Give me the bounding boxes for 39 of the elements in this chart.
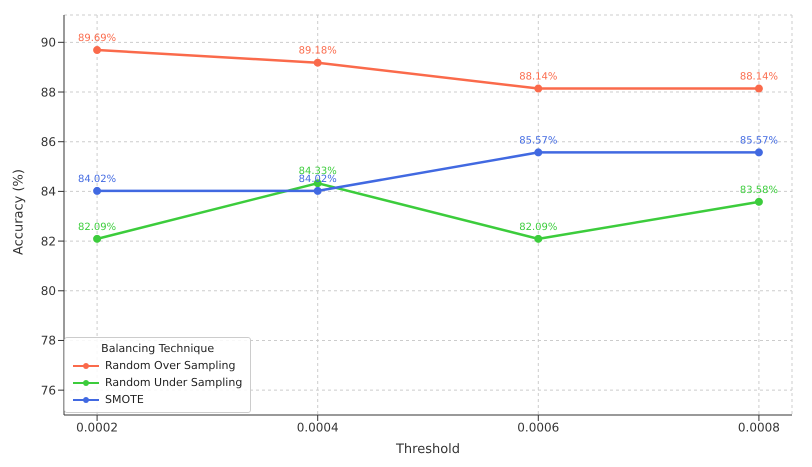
point [534,84,542,93]
point [754,148,763,156]
y-axis-title: Accuracy (%) [12,169,27,255]
y-tick-label: 86 [40,134,56,149]
point [314,186,322,195]
data-label: 84.02% [78,174,116,185]
x-axis-title: Threshold [394,442,460,457]
data-label: 82.09% [519,222,558,233]
x-tick-label: 0.0002 [76,420,118,435]
legend-title: Balancing Technique [100,342,216,355]
y-tick-label: 88 [40,85,56,100]
point [93,186,102,195]
data-label: 85.57% [519,135,558,146]
point [754,198,763,206]
point [534,234,542,243]
x-tick-label: 0.0008 [738,420,780,435]
point [314,58,322,67]
y-tick-label: 90 [40,36,56,50]
point [93,234,102,243]
data-label: 83.58% [740,184,778,196]
y-tick-label: 84 [40,184,56,199]
y-tick-label: 82 [40,234,56,248]
y-tick-label: 76 [40,383,56,398]
data-label: 89.18% [298,46,337,57]
legend-label: Random Over Sampling [105,359,236,372]
point [93,46,102,54]
legend-label: Random Under Sampling [105,376,242,389]
data-label: 88.14% [519,72,558,83]
legend-label: SMOTE [105,393,144,406]
data-label: 89.69% [78,33,116,44]
y-tick-label: 78 [40,334,56,348]
x-tick-label: 0.0004 [296,420,339,435]
data-label: 88.14% [740,72,778,83]
point [534,148,542,156]
y-tick-label: 80 [40,284,56,298]
data-label: 82.09% [78,222,116,233]
point [754,84,763,93]
x-tick-label: 0.0006 [517,420,560,435]
data-label: 85.57% [740,135,778,146]
